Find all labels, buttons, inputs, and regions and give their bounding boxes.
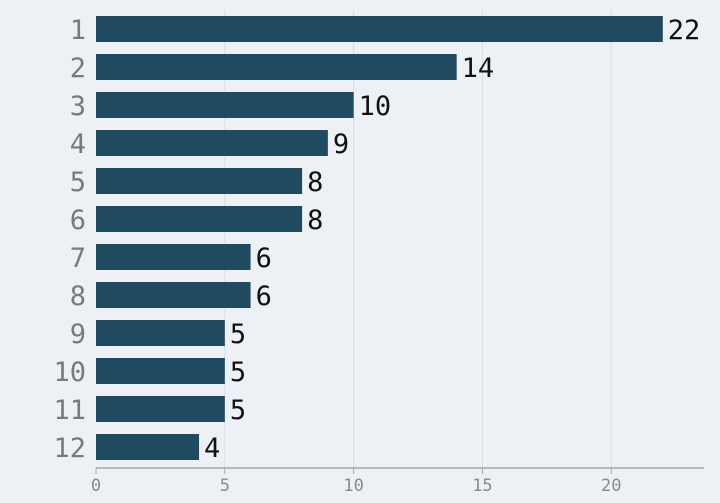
category-label: 8 <box>70 281 86 312</box>
data-label: 8 <box>307 167 323 198</box>
category-label: 7 <box>70 243 86 274</box>
category-label: 11 <box>53 395 86 426</box>
bars <box>96 16 663 460</box>
x-axis: 0 5 10 15 20 <box>91 467 704 496</box>
category-label: 9 <box>70 319 86 350</box>
bar <box>96 244 251 270</box>
bar <box>96 16 663 42</box>
category-label: 2 <box>70 53 86 84</box>
bar <box>96 282 251 308</box>
data-label: 4 <box>204 433 220 464</box>
x-tick-label: 20 <box>601 476 621 496</box>
bar <box>96 320 225 346</box>
data-label: 6 <box>256 281 272 312</box>
data-label: 14 <box>462 53 495 84</box>
bar <box>96 92 354 118</box>
data-label: 8 <box>307 205 323 236</box>
bar <box>96 358 225 384</box>
bar <box>96 54 457 80</box>
bar <box>96 396 225 422</box>
category-label: 4 <box>70 129 86 160</box>
bar <box>96 206 303 232</box>
category-label: 10 <box>53 357 86 388</box>
bar <box>96 130 328 156</box>
data-label: 5 <box>230 357 246 388</box>
data-label: 22 <box>668 15 701 46</box>
data-label: 9 <box>333 129 349 160</box>
category-label: 1 <box>70 15 86 46</box>
data-label: 10 <box>359 91 392 122</box>
bar <box>96 434 200 460</box>
category-label: 5 <box>70 167 86 198</box>
data-label: 6 <box>256 243 272 274</box>
x-tick-label: 0 <box>91 476 101 496</box>
gridlines <box>224 10 612 468</box>
x-tick-label: 15 <box>472 476 492 496</box>
x-tick-label: 5 <box>220 476 230 496</box>
x-tick-label: 10 <box>343 476 363 496</box>
labels: 1 222 143 104 95 86 87 68 69 510 511 512 4 <box>53 15 700 464</box>
category-label: 6 <box>70 205 86 236</box>
data-label: 5 <box>230 319 246 350</box>
bar <box>96 168 303 194</box>
data-label: 5 <box>230 395 246 426</box>
category-label: 12 <box>53 433 86 464</box>
category-label: 3 <box>70 91 86 122</box>
